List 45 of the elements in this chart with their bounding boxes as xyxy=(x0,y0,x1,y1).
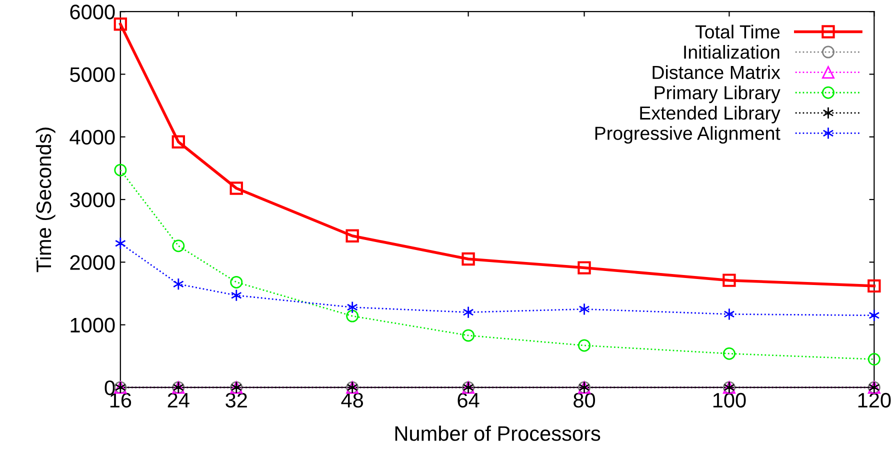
point xyxy=(114,164,127,176)
point xyxy=(868,279,881,293)
y-tick-label: 3000 xyxy=(70,192,115,208)
x-tick-label: 80 xyxy=(574,392,596,408)
legend-label: Primary Library xyxy=(654,86,780,104)
x-tick-label: 32 xyxy=(226,392,247,408)
x-tick-label: 24 xyxy=(168,392,190,408)
legend-label: Progressive Alignment xyxy=(595,126,780,144)
point xyxy=(462,252,475,266)
y-axis-title: Time (Seconds) xyxy=(36,128,56,272)
point xyxy=(114,237,126,250)
point xyxy=(230,276,243,288)
y-tick-label: 2000 xyxy=(70,255,115,270)
point xyxy=(462,329,475,342)
y-tick-label: 4000 xyxy=(70,130,115,145)
y-tick-label: 1000 xyxy=(70,318,115,333)
point xyxy=(722,347,736,360)
point xyxy=(722,274,736,287)
point xyxy=(346,301,358,314)
y-tick-label: 5000 xyxy=(70,67,115,82)
point xyxy=(230,182,243,195)
point xyxy=(578,261,591,274)
x-tick-label: 120 xyxy=(858,392,891,408)
x-axis-title: Number of Processors xyxy=(395,426,600,441)
point xyxy=(172,135,185,148)
point xyxy=(114,18,128,31)
point xyxy=(346,229,359,242)
point xyxy=(172,278,184,290)
x-tick-label: 48 xyxy=(341,392,364,408)
y-tick-label: 6000 xyxy=(70,4,115,20)
x-tick-label: 64 xyxy=(458,392,480,408)
point xyxy=(230,289,242,302)
x-tick-label: 100 xyxy=(713,392,746,408)
point xyxy=(346,310,359,322)
point xyxy=(724,308,735,320)
legend-label: Distance Matrix xyxy=(652,65,780,80)
legend-label: Initialization xyxy=(684,45,780,59)
point xyxy=(868,353,880,366)
point xyxy=(172,240,185,252)
point xyxy=(578,302,590,316)
legend-label: Extended Library xyxy=(640,106,780,124)
legend-label: Total Time xyxy=(695,24,780,38)
point xyxy=(868,309,880,322)
point xyxy=(578,339,591,352)
point xyxy=(462,306,474,319)
